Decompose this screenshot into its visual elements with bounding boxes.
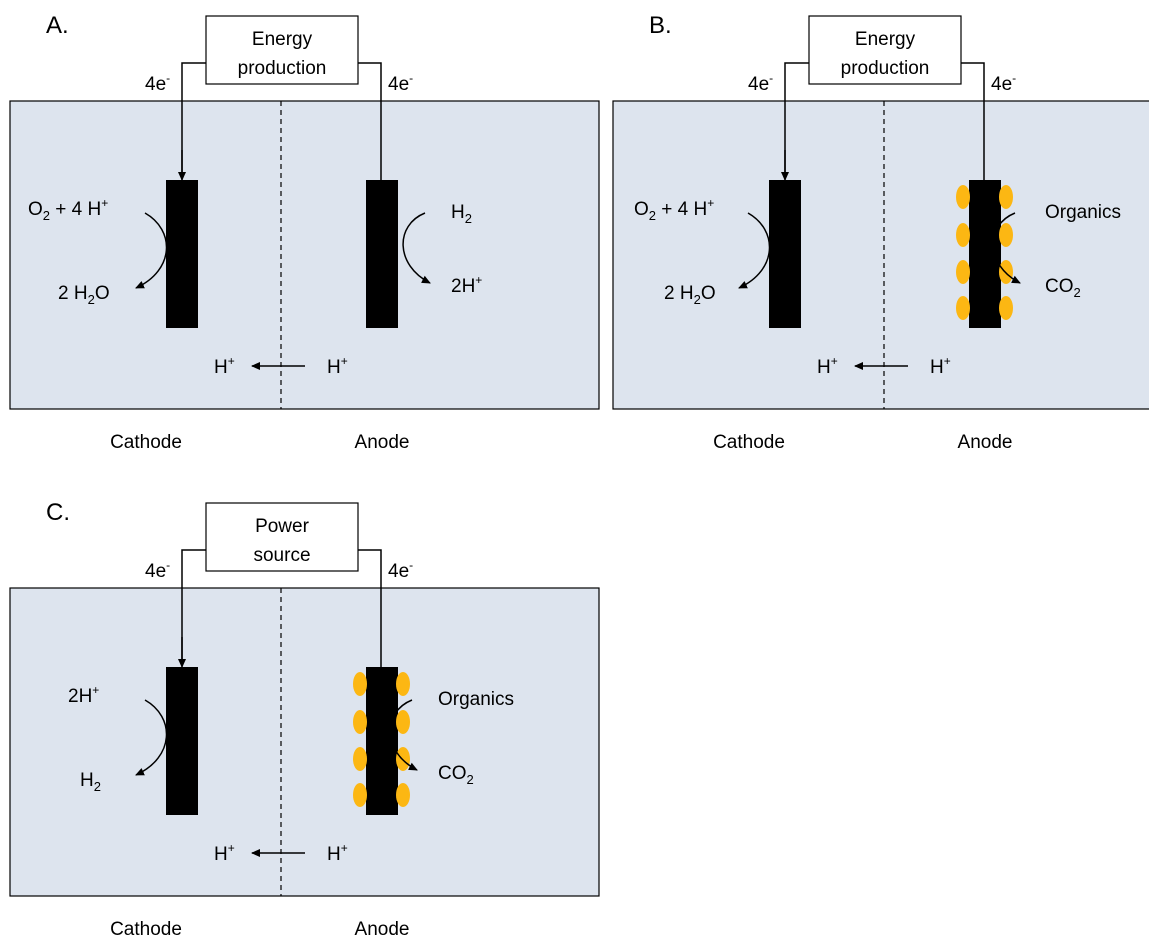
proton-label-right: H+: [930, 354, 951, 378]
wire-cathode: [181, 62, 206, 178]
proton-label-left: H+: [817, 354, 838, 378]
cathode-reaction-arrow: [738, 212, 771, 289]
cathode-electrode: [166, 667, 198, 815]
wire-anode: [358, 549, 382, 668]
anode-electrode: [366, 667, 398, 815]
cathode-product: 2 H2O: [664, 283, 716, 307]
electron-label-right: 4e-: [388, 71, 413, 95]
microbe: [956, 296, 970, 320]
cathode-label: Cathode: [713, 432, 785, 453]
microbe: [396, 710, 410, 734]
anode-electrode: [969, 180, 1001, 328]
proton-label-left: H+: [214, 841, 235, 865]
microbe: [999, 223, 1013, 247]
cathode-electrode: [166, 180, 198, 328]
wire-anode: [358, 62, 382, 181]
external-load-label: source: [253, 545, 310, 566]
microbe: [999, 296, 1013, 320]
external-load-box: [808, 15, 962, 85]
panel-b: B. Energy production 4e- 4e- O2 + 4 H+ 2 H2O Or…: [612, 12, 1149, 453]
microbe: [956, 223, 970, 247]
anode-product: CO2: [438, 763, 474, 787]
microbe: [353, 672, 367, 696]
anode-reactant: H2: [451, 202, 472, 226]
anode-label: Anode: [355, 432, 410, 453]
cathode-label: Cathode: [110, 432, 182, 453]
external-load-box: [205, 15, 359, 85]
external-load-label: production: [238, 58, 327, 79]
electron-label-left: 4e-: [145, 558, 170, 582]
external-load-label: Energy: [252, 29, 313, 50]
panel-c: C. Power source 4e- 4e- 2H+ H2 Organics CO2 H+ H+ C…: [9, 499, 600, 939]
anode-label: Anode: [958, 432, 1013, 453]
microbe: [999, 185, 1013, 209]
panel-letter: C.: [46, 499, 70, 526]
electron-label-right: 4e-: [991, 71, 1016, 95]
panel-letter: A.: [46, 12, 69, 39]
electron-label-left: 4e-: [145, 71, 170, 95]
microbe: [396, 672, 410, 696]
cathode-reactant: O2 + 4 H+: [28, 196, 108, 223]
anode-reaction-arrow: [992, 212, 1021, 284]
cathode-reaction-arrow: [135, 699, 168, 776]
cathode-electrode: [769, 180, 801, 328]
proton-label-left: H+: [214, 354, 235, 378]
anode-reaction-arrow: [389, 699, 418, 771]
anode-electrode: [366, 180, 398, 328]
panel-letter: B.: [649, 12, 672, 39]
external-load-box: [205, 502, 359, 572]
anode-reactant: Organics: [438, 689, 514, 710]
wire-cathode: [181, 549, 206, 665]
cell-chamber: [9, 587, 600, 897]
anode-reaction-arrow: [402, 212, 431, 284]
microbe: [353, 783, 367, 807]
microbe: [956, 260, 970, 284]
microbe: [956, 185, 970, 209]
external-load-label: Energy: [855, 29, 916, 50]
cathode-reactant: 2H+: [68, 683, 99, 707]
wire-anode: [961, 62, 985, 181]
cathode-reactant: O2 + 4 H+: [634, 196, 714, 223]
wire-cathode: [784, 62, 809, 178]
cathode-reaction-arrow: [135, 212, 168, 289]
proton-label-right: H+: [327, 841, 348, 865]
cathode-label: Cathode: [110, 919, 182, 939]
proton-label-right: H+: [327, 354, 348, 378]
panel-a: A. Energy production 4e- 4e- O2 + 4 H+ 2 H2O H2…: [9, 12, 600, 453]
anode-product: CO2: [1045, 276, 1081, 300]
electron-label-left: 4e-: [748, 71, 773, 95]
cathode-product: 2 H2O: [58, 283, 110, 307]
cell-chamber: [9, 100, 600, 410]
external-load-label: Power: [255, 516, 310, 537]
anode-label: Anode: [355, 919, 410, 939]
anode-reactant: Organics: [1045, 202, 1121, 223]
anode-product: 2H+: [451, 273, 482, 297]
cathode-product: H2: [80, 770, 101, 794]
external-load-label: production: [841, 58, 930, 79]
microbe: [396, 783, 410, 807]
cell-chamber: [612, 100, 1149, 410]
electron-label-right: 4e-: [388, 558, 413, 582]
microbe: [353, 710, 367, 734]
microbe: [353, 747, 367, 771]
